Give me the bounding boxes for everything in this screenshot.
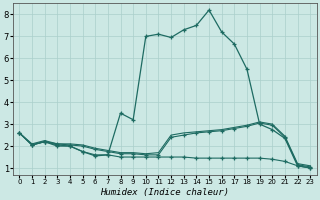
X-axis label: Humidex (Indice chaleur): Humidex (Indice chaleur) [100, 188, 229, 197]
